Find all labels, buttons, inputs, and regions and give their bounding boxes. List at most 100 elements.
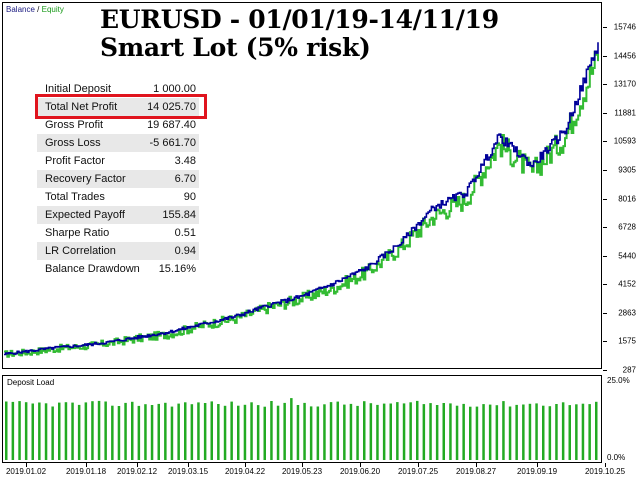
deposit-load-bar [329, 402, 333, 460]
y-tick [603, 341, 607, 343]
deposit-load-bar [230, 401, 233, 460]
y-tick-label: 15746 [613, 22, 636, 32]
deposit-load-bar [31, 403, 34, 460]
stat-row: Total Trades 90 [37, 188, 199, 206]
stat-row: Profit Factor 3.48 [37, 152, 199, 170]
deposit-load-bar [508, 406, 512, 460]
y-tick-label: 13170 [613, 79, 636, 89]
y-tick [603, 312, 607, 314]
deposit-load-bar [237, 405, 240, 460]
legend-balance: Balance [6, 5, 35, 14]
deposit-load-bar [336, 401, 339, 460]
deposit-load-label: Deposit Load [7, 378, 55, 387]
deposit-load-bar [144, 404, 147, 460]
x-tick [537, 463, 538, 467]
deposit-load-bar [469, 406, 472, 460]
deposit-load-bar [409, 402, 412, 460]
deposit-load-bar [58, 402, 61, 460]
deposit-load-bar [44, 403, 48, 460]
deposit-load-bar [482, 404, 485, 460]
x-tick [137, 463, 138, 467]
deposit-load-bar [343, 404, 346, 460]
stat-value: 3.48 [174, 155, 196, 167]
chart-title: EURUSD - 01/01/19-14/11/19 Smart Lot (5%… [100, 6, 499, 62]
x-tick [86, 463, 87, 467]
y-tick-label: 1575 [618, 336, 636, 346]
stat-row: LR Correlation 0.94 [37, 242, 199, 260]
deposit-load-bar [581, 403, 585, 460]
deposit-load-bar [296, 405, 300, 460]
x-tick [605, 463, 606, 467]
stat-label: Profit Factor [45, 155, 105, 167]
deposit-load-bar [356, 405, 359, 460]
y-tick [603, 370, 607, 371]
deposit-load-ymin: 0.0% [607, 453, 626, 462]
stat-value: 90 [183, 191, 196, 203]
deposit-load-bar [475, 406, 479, 460]
deposit-load-bar [363, 401, 366, 460]
deposit-load-bar [91, 401, 94, 460]
deposit-load-bar [111, 405, 114, 460]
stat-value: -5 661.70 [149, 137, 196, 149]
stat-value: 19 687.40 [147, 119, 196, 131]
y-tick [603, 198, 607, 200]
deposit-load-bar [316, 406, 320, 460]
deposit-load-bar [515, 404, 518, 460]
deposit-load-bar [190, 404, 194, 460]
deposit-load-bar [263, 406, 266, 460]
deposit-load-bar [442, 403, 445, 460]
y-tick-label: 8016 [618, 194, 636, 203]
deposit-load-bar [429, 403, 432, 460]
y-tick [603, 169, 607, 171]
deposit-load-bar [137, 405, 141, 460]
y-tick [603, 284, 607, 286]
deposit-load-bar [276, 405, 280, 460]
series-line-balance [4, 42, 599, 356]
deposit-load-bar [528, 403, 532, 460]
y-tick-label: 287 [622, 365, 636, 375]
y-tick [603, 112, 607, 114]
stat-row: Gross Profit 19 687.40 [37, 116, 199, 134]
deposit-load-bar [449, 403, 452, 460]
deposit-load-ymax: 25.0% [607, 376, 630, 385]
deposit-load-bar [502, 401, 505, 460]
y-tick [603, 141, 607, 143]
deposit-load-bar [561, 402, 565, 460]
stat-value: 0.94 [174, 245, 196, 257]
deposit-load-bar [157, 403, 160, 460]
deposit-load-bar [595, 401, 598, 460]
deposit-load-bar [203, 403, 207, 460]
y-tick [603, 55, 607, 57]
net-profit-highlight-box [35, 94, 207, 119]
deposit-load-bar [535, 403, 538, 460]
deposit-load-bar [223, 405, 227, 460]
x-tick [360, 463, 361, 467]
title-line-2: Smart Lot (5% risk) [100, 33, 371, 62]
x-tick-label: 2019.10.25 [584, 467, 626, 476]
y-tick-label: 9305 [618, 165, 636, 175]
x-axis: 2019.01.02 2019.01.18 2019.02.12 2019.03.15… [0, 463, 640, 480]
deposit-load-bar [71, 402, 74, 460]
y-axis: 15746 14456 13170 11881 10593 9305 8016 6728 544… [603, 0, 640, 375]
deposit-load-bar [131, 401, 134, 460]
stat-label: Recovery Factor [45, 173, 126, 185]
legend-separator: / [37, 5, 40, 14]
chart-legend: Balance / Equity [6, 5, 64, 14]
x-tick-label: 2019.06.20 [339, 467, 381, 476]
stat-value: 155.84 [162, 209, 196, 221]
balance-equity-plot [4, 42, 599, 358]
x-tick [476, 463, 477, 467]
deposit-load-bar [77, 404, 81, 460]
y-tick [603, 255, 607, 257]
deposit-load-bar [369, 403, 373, 460]
stat-row: Gross Loss -5 661.70 [37, 134, 199, 152]
stat-row: Expected Payoff 155.84 [37, 206, 199, 224]
stat-row: Recovery Factor 6.70 [37, 170, 199, 188]
stat-label: LR Correlation [45, 245, 116, 257]
balance-equity-chart: Balance / Equity EURUSD - 01/01/19-14/11… [2, 0, 640, 375]
deposit-load-bar [51, 406, 54, 460]
deposit-load-bar [488, 404, 492, 460]
deposit-load-bar [24, 402, 28, 460]
deposit-load-panel: Deposit Load [2, 375, 602, 463]
deposit-load-bar [11, 401, 15, 460]
